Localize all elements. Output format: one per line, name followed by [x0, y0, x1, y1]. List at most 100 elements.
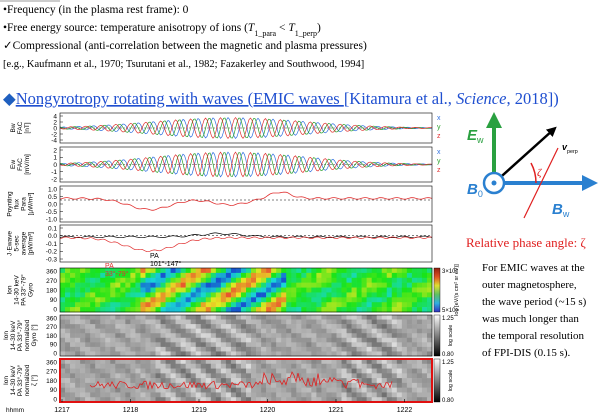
- heatmap-cell: [371, 342, 378, 348]
- heatmap-cell: [406, 346, 413, 352]
- heatmap-cell: [341, 397, 347, 403]
- heatmap-cell: [195, 297, 202, 303]
- heatmap-cell: [175, 277, 181, 283]
- heatmap-cell: [115, 397, 121, 403]
- heatmap-cell: [296, 351, 302, 357]
- heatmap-cell: [341, 268, 347, 274]
- heatmap-cell: [65, 319, 71, 325]
- heatmap-cell: [110, 297, 116, 303]
- heatmap-cell: [75, 319, 81, 325]
- heatmap-cell: [356, 315, 362, 320]
- heatmap-cell: [336, 382, 342, 388]
- heatmap-cell: [386, 328, 393, 334]
- heatmap-cell: [110, 382, 116, 388]
- heatmap-cell: [401, 368, 408, 374]
- heatmap-cell: [60, 315, 66, 320]
- heatmap-cell: [391, 315, 398, 320]
- heatmap-cell: [155, 397, 161, 403]
- heatmap-cell: [306, 315, 312, 320]
- heatmap-cell: [296, 292, 302, 298]
- heatmap-cell: [351, 328, 357, 334]
- heatmap-cell: [246, 272, 252, 279]
- heatmap-cell: [411, 363, 418, 369]
- heatmap-cell: [256, 297, 262, 303]
- heatmap-cell: [235, 382, 242, 388]
- heatmap-cell: [205, 315, 212, 320]
- heatmap-cell: [80, 272, 86, 279]
- heatmap-cell: [396, 307, 403, 313]
- heatmap-cell: [306, 363, 312, 369]
- panel: J·Ewave 5-sec average [pW/m³]0.10.0-0.1-0.2…: [7, 224, 433, 263]
- heatmap-cell: [70, 319, 76, 325]
- heatmap-cell: [336, 292, 342, 298]
- heatmap-cell: [85, 292, 91, 298]
- heatmap-cell: [110, 351, 116, 357]
- heatmap-cell: [220, 337, 227, 343]
- flux-trace: [59, 191, 433, 211]
- heatmap-cell: [256, 397, 262, 403]
- vector-label: B0: [467, 181, 483, 199]
- heatmap-cell: [185, 397, 192, 403]
- heatmap-cell: [306, 324, 312, 329]
- heatmap-cell: [301, 307, 307, 313]
- heatmap-cell: [125, 397, 131, 403]
- heatmap-cell: [85, 319, 91, 325]
- vector-symbol: B: [467, 181, 478, 198]
- heatmap-cell: [190, 351, 197, 357]
- legend-entry: z: [437, 133, 441, 140]
- y-tick-label: 4: [53, 113, 57, 120]
- heatmap-cell: [306, 277, 312, 283]
- heatmap-cell: [326, 351, 332, 357]
- heatmap-cell: [125, 359, 131, 365]
- heatmap-cell: [85, 272, 91, 279]
- heatmap-cell: [205, 378, 212, 384]
- heatmap-cell: [145, 328, 151, 334]
- heatmap-cell: [195, 359, 202, 365]
- heatmap-cell: [421, 277, 428, 283]
- heatmap-cell: [235, 346, 242, 352]
- heatmap-cell: [100, 346, 106, 352]
- heatmap-cell: [155, 282, 161, 288]
- heatmap-cell: [140, 397, 146, 403]
- heatmap-cell: [246, 333, 252, 339]
- heatmap-cell: [90, 359, 96, 365]
- heatmap-cell: [235, 292, 242, 298]
- heatmap-cell: [276, 342, 282, 348]
- heatmap-cell: [346, 351, 352, 357]
- heatmap-cell: [175, 268, 181, 274]
- heatmap-cell: [150, 297, 156, 303]
- heatmap-cell: [341, 337, 347, 343]
- heatmap-cell: [125, 382, 131, 388]
- heatmap-cell: [281, 337, 287, 343]
- heatmap-cell: [366, 287, 372, 293]
- y-tick-label: -4: [51, 137, 57, 144]
- heatmap-cell: [321, 333, 327, 339]
- heatmap-cell: [361, 297, 367, 303]
- heatmap-cell: [366, 272, 372, 279]
- heatmap-cell: [396, 342, 403, 348]
- heatmap-cell: [145, 387, 151, 393]
- heatmap-cell: [256, 342, 262, 348]
- heatmap-cell: [321, 287, 327, 293]
- y-tick-label: -0.3: [46, 256, 58, 263]
- heatmap-cell: [80, 392, 86, 398]
- bullet: •Frequency (in the plasma rest frame): 0: [3, 4, 189, 16]
- heatmap-cell: [311, 337, 317, 343]
- heatmap-cell: [401, 373, 408, 379]
- heatmap-cell: [195, 346, 202, 352]
- heatmap-cell: [276, 297, 282, 303]
- heatmap-cell: [60, 373, 66, 379]
- heatmap-cell: [140, 302, 146, 308]
- heatmap-cell: [90, 328, 96, 334]
- heatmap-cell: [240, 373, 247, 379]
- heatmap-cell: [225, 287, 232, 293]
- heatmap-cell: [190, 268, 197, 274]
- heatmap-cell: [125, 368, 131, 374]
- heatmap-cell: [160, 272, 166, 279]
- heatmap-cell: [416, 292, 423, 298]
- heatmap-cell: [261, 359, 267, 365]
- heatmap-cell: [421, 328, 428, 334]
- heatmap-cell: [235, 378, 242, 384]
- heatmap-cell: [185, 382, 192, 388]
- heatmap-cell: [165, 302, 171, 308]
